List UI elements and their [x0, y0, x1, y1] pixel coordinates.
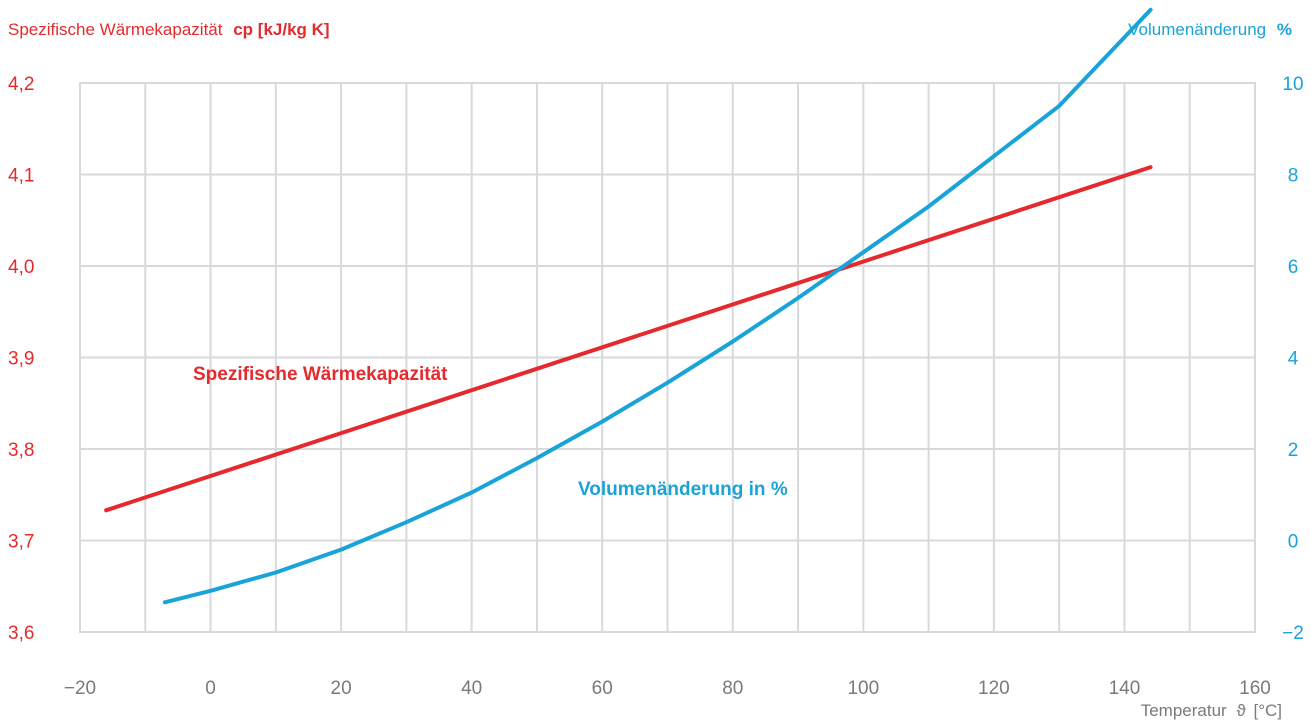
line-volume-change — [162, 7, 1153, 605]
right-axis-title: Volumenänderung % — [1128, 20, 1292, 39]
left-tick-label: 3,6 — [8, 623, 34, 644]
x-tick-label: 40 — [461, 678, 482, 699]
x-tick-label: −20 — [64, 678, 96, 699]
x-tick-label: 140 — [1109, 678, 1141, 699]
left-tick-label: 4,1 — [8, 166, 34, 187]
x-tick-label: 60 — [592, 678, 613, 699]
x-axis-ticks: −20 0 20 40 60 80 100 120 140 160 — [64, 678, 1271, 699]
x-axis-label: Temperatur ϑ [°C] — [1141, 701, 1282, 720]
line-heat-capacity — [104, 165, 1153, 513]
series-label-heat-capacity: Spezifische Wärmekapazität — [193, 364, 448, 385]
grid-lines — [79, 82, 1256, 633]
right-tick-label: 6 — [1288, 257, 1299, 278]
x-tick-label: 100 — [847, 678, 879, 699]
series-lines — [104, 7, 1153, 605]
x-tick-label: 0 — [205, 678, 216, 699]
left-tick-label: 3,9 — [8, 349, 34, 370]
right-tick-label: 8 — [1288, 166, 1299, 187]
right-axis-ticks: −2 0 2 4 6 8 10 — [1282, 74, 1304, 644]
left-axis-ticks: 3,6 3,7 3,8 3,9 4,0 4,1 4,2 — [8, 74, 34, 644]
series-label-volume-change: Volumenänderung in % — [578, 479, 788, 500]
left-tick-label: 4,2 — [8, 74, 34, 95]
left-tick-label: 3,8 — [8, 440, 34, 461]
x-tick-label: 120 — [978, 678, 1010, 699]
left-tick-label: 3,7 — [8, 532, 34, 553]
right-tick-label: 10 — [1282, 74, 1303, 95]
left-tick-label: 4,0 — [8, 257, 34, 278]
x-tick-label: 160 — [1239, 678, 1271, 699]
right-tick-label: 0 — [1288, 532, 1299, 553]
x-tick-label: 20 — [331, 678, 352, 699]
right-tick-label: 4 — [1288, 349, 1299, 370]
x-tick-label: 80 — [722, 678, 743, 699]
right-tick-label: −2 — [1282, 623, 1304, 644]
right-tick-label: 2 — [1288, 440, 1299, 461]
left-axis-title: Spezifische Wärmekapazität cp [kJ/kg K] — [8, 20, 330, 39]
